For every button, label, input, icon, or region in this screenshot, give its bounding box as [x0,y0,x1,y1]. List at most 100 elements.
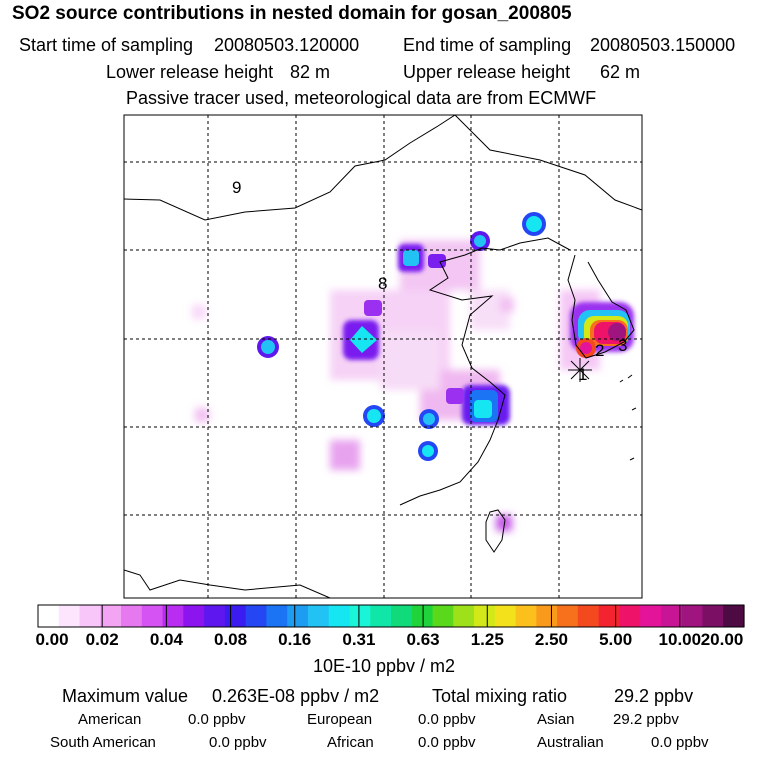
colorbar-swatch [38,605,60,627]
central-core [350,326,377,353]
lower-release-value: 82 m [290,62,331,82]
korea-core [608,323,626,341]
shenyang-core [474,235,486,247]
colorbar-swatch [577,605,600,627]
islands-japan [619,374,637,461]
shanghai-core [474,400,492,418]
colorbar-swatch [536,605,558,627]
hotspot-seoul [522,212,546,236]
colorbar-swatch [266,605,288,627]
hotspot-sichuan [363,300,464,461]
region-value-asian: 29.2 ppbv [613,711,679,728]
upper-release-value: 62 m [600,62,641,82]
colorbar-frame [37,604,745,628]
region-label-9: 9 [232,178,241,197]
north-spot [364,300,382,316]
region-label-8: 8 [378,274,387,293]
colorbar-swatch [515,605,537,627]
colorbar-tick-label: 0.02 [85,630,119,649]
coast-taiwan [485,509,506,553]
hotspot-beijing [398,244,446,272]
region-value-south-american: 0.0 ppbv [209,734,267,751]
colorbar-swatch [474,605,496,627]
beijing-core [403,250,419,266]
hotspot-west [257,336,279,358]
colorbar-swatch [640,605,662,627]
colorbar-tick-label: 0.04 [149,630,183,649]
upper-release-label: Upper release height [403,62,571,82]
region-label-2: 2 [595,341,604,360]
colorbar-swatch [287,605,309,627]
plume-taiwan [496,515,512,531]
max-value: 0.263E-08 ppbv / m2 [212,686,380,706]
colorbar-swatch [453,605,475,627]
receptor-d2 [570,360,590,380]
colorbar-swatch [307,605,330,627]
colorbar-swatch [411,605,434,627]
colorbar [37,605,745,627]
colorbar-swatch [245,605,268,627]
coast-china [399,237,571,506]
colorbar-tick-label: 0.16 [278,630,312,649]
border-northeast [454,115,642,211]
plume-bohai [500,298,514,312]
region-name-african: African [327,734,374,751]
colorbar-units: 10E-10 ppbv / m2 [312,656,456,676]
colorbar-swatch [58,605,81,627]
receptor-marker [568,358,592,382]
korea-sw-core [580,342,592,354]
border-mongolia [124,115,456,221]
border-south [124,569,331,598]
plume-west [192,305,206,319]
region-name-european: European [307,711,373,728]
plume-mid [380,330,440,390]
colorbar-swatch [494,605,517,627]
colorbar-swatch [79,605,101,627]
colorbar-swatch [432,605,454,627]
grid-layer [124,115,642,598]
wuhan-core [423,413,435,425]
total-mixing-value: 29.2 ppbv [614,686,694,706]
seoul-core [526,216,542,232]
colorbar-swatch [619,605,641,627]
colorbar-tick-label: 0.63 [406,630,440,649]
region-name-south-american: South American [50,734,156,751]
west-core [261,340,275,354]
hotspot-shenyang [470,231,490,251]
colorbar-swatch [660,605,683,627]
colorbar-swatch [702,605,724,627]
colorbar-swatch [391,605,413,627]
hotspot-shanghai [462,385,510,425]
colorbar-tick-label: 5.00 [599,630,633,649]
hunan-core [422,445,434,457]
start-time-value: 20080503.120000 [214,35,360,55]
colorbar-tick-label: 10.00 [658,630,702,649]
colorbar-swatch [162,605,184,627]
colorbar-swatch [328,605,351,627]
map-frame [123,114,643,599]
region-label-1: 1 [578,365,587,384]
region-value-african: 0.0 ppbv [418,734,476,751]
start-time-label: Start time of sampling [19,35,194,55]
region-name-american: American [78,711,142,728]
plume-layer [192,240,600,531]
region-name-asian: Asian [537,711,575,728]
region-value-american: 0.0 ppbv [188,711,246,728]
max-value-label: Maximum value [62,686,189,706]
sichuan-core [367,409,381,423]
tracer-note: Passive tracer used, meteorological data… [126,88,597,108]
region-value-australian: 0.0 ppbv [651,734,709,751]
end-time-value: 20080503.150000 [590,35,736,55]
lower-release-label: Lower release height [106,62,274,82]
region-value-european: 0.0 ppbv [418,711,476,728]
end-time-label: End time of sampling [403,35,572,55]
colorbar-swatch [723,605,745,627]
colorbar-swatch [141,605,164,627]
plume-sw [330,440,360,470]
east-spot [446,388,464,404]
colorbar-swatch [681,605,704,627]
colorbar-swatch [204,605,226,627]
colorbar-tick-label: 0.31 [342,630,376,649]
colorbar-swatch [370,605,392,627]
